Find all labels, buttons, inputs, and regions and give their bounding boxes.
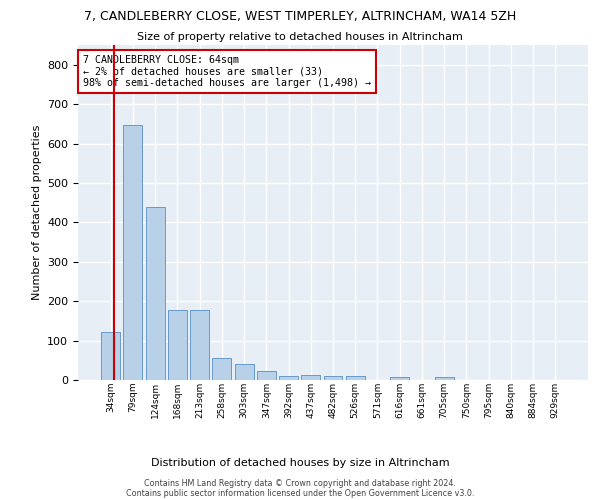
- Bar: [235, 364, 254, 380]
- Text: Distribution of detached houses by size in Altrincham: Distribution of detached houses by size …: [151, 458, 449, 468]
- Text: Size of property relative to detached houses in Altrincham: Size of property relative to detached ho…: [137, 32, 463, 42]
- Bar: [346, 376, 365, 380]
- Text: Contains HM Land Registry data © Crown copyright and database right 2024.: Contains HM Land Registry data © Crown c…: [144, 478, 456, 488]
- Bar: [257, 372, 276, 380]
- Bar: [101, 332, 120, 380]
- Bar: [279, 376, 298, 380]
- Bar: [124, 125, 142, 380]
- Bar: [168, 310, 187, 380]
- Bar: [146, 206, 164, 380]
- Bar: [323, 376, 343, 380]
- Y-axis label: Number of detached properties: Number of detached properties: [32, 125, 41, 300]
- Bar: [212, 358, 231, 380]
- Bar: [301, 375, 320, 380]
- Bar: [435, 377, 454, 380]
- Text: Contains public sector information licensed under the Open Government Licence v3: Contains public sector information licen…: [126, 488, 474, 498]
- Bar: [390, 377, 409, 380]
- Text: 7 CANDLEBERRY CLOSE: 64sqm
← 2% of detached houses are smaller (33)
98% of semi-: 7 CANDLEBERRY CLOSE: 64sqm ← 2% of detac…: [83, 55, 371, 88]
- Bar: [190, 310, 209, 380]
- Text: 7, CANDLEBERRY CLOSE, WEST TIMPERLEY, ALTRINCHAM, WA14 5ZH: 7, CANDLEBERRY CLOSE, WEST TIMPERLEY, AL…: [84, 10, 516, 23]
